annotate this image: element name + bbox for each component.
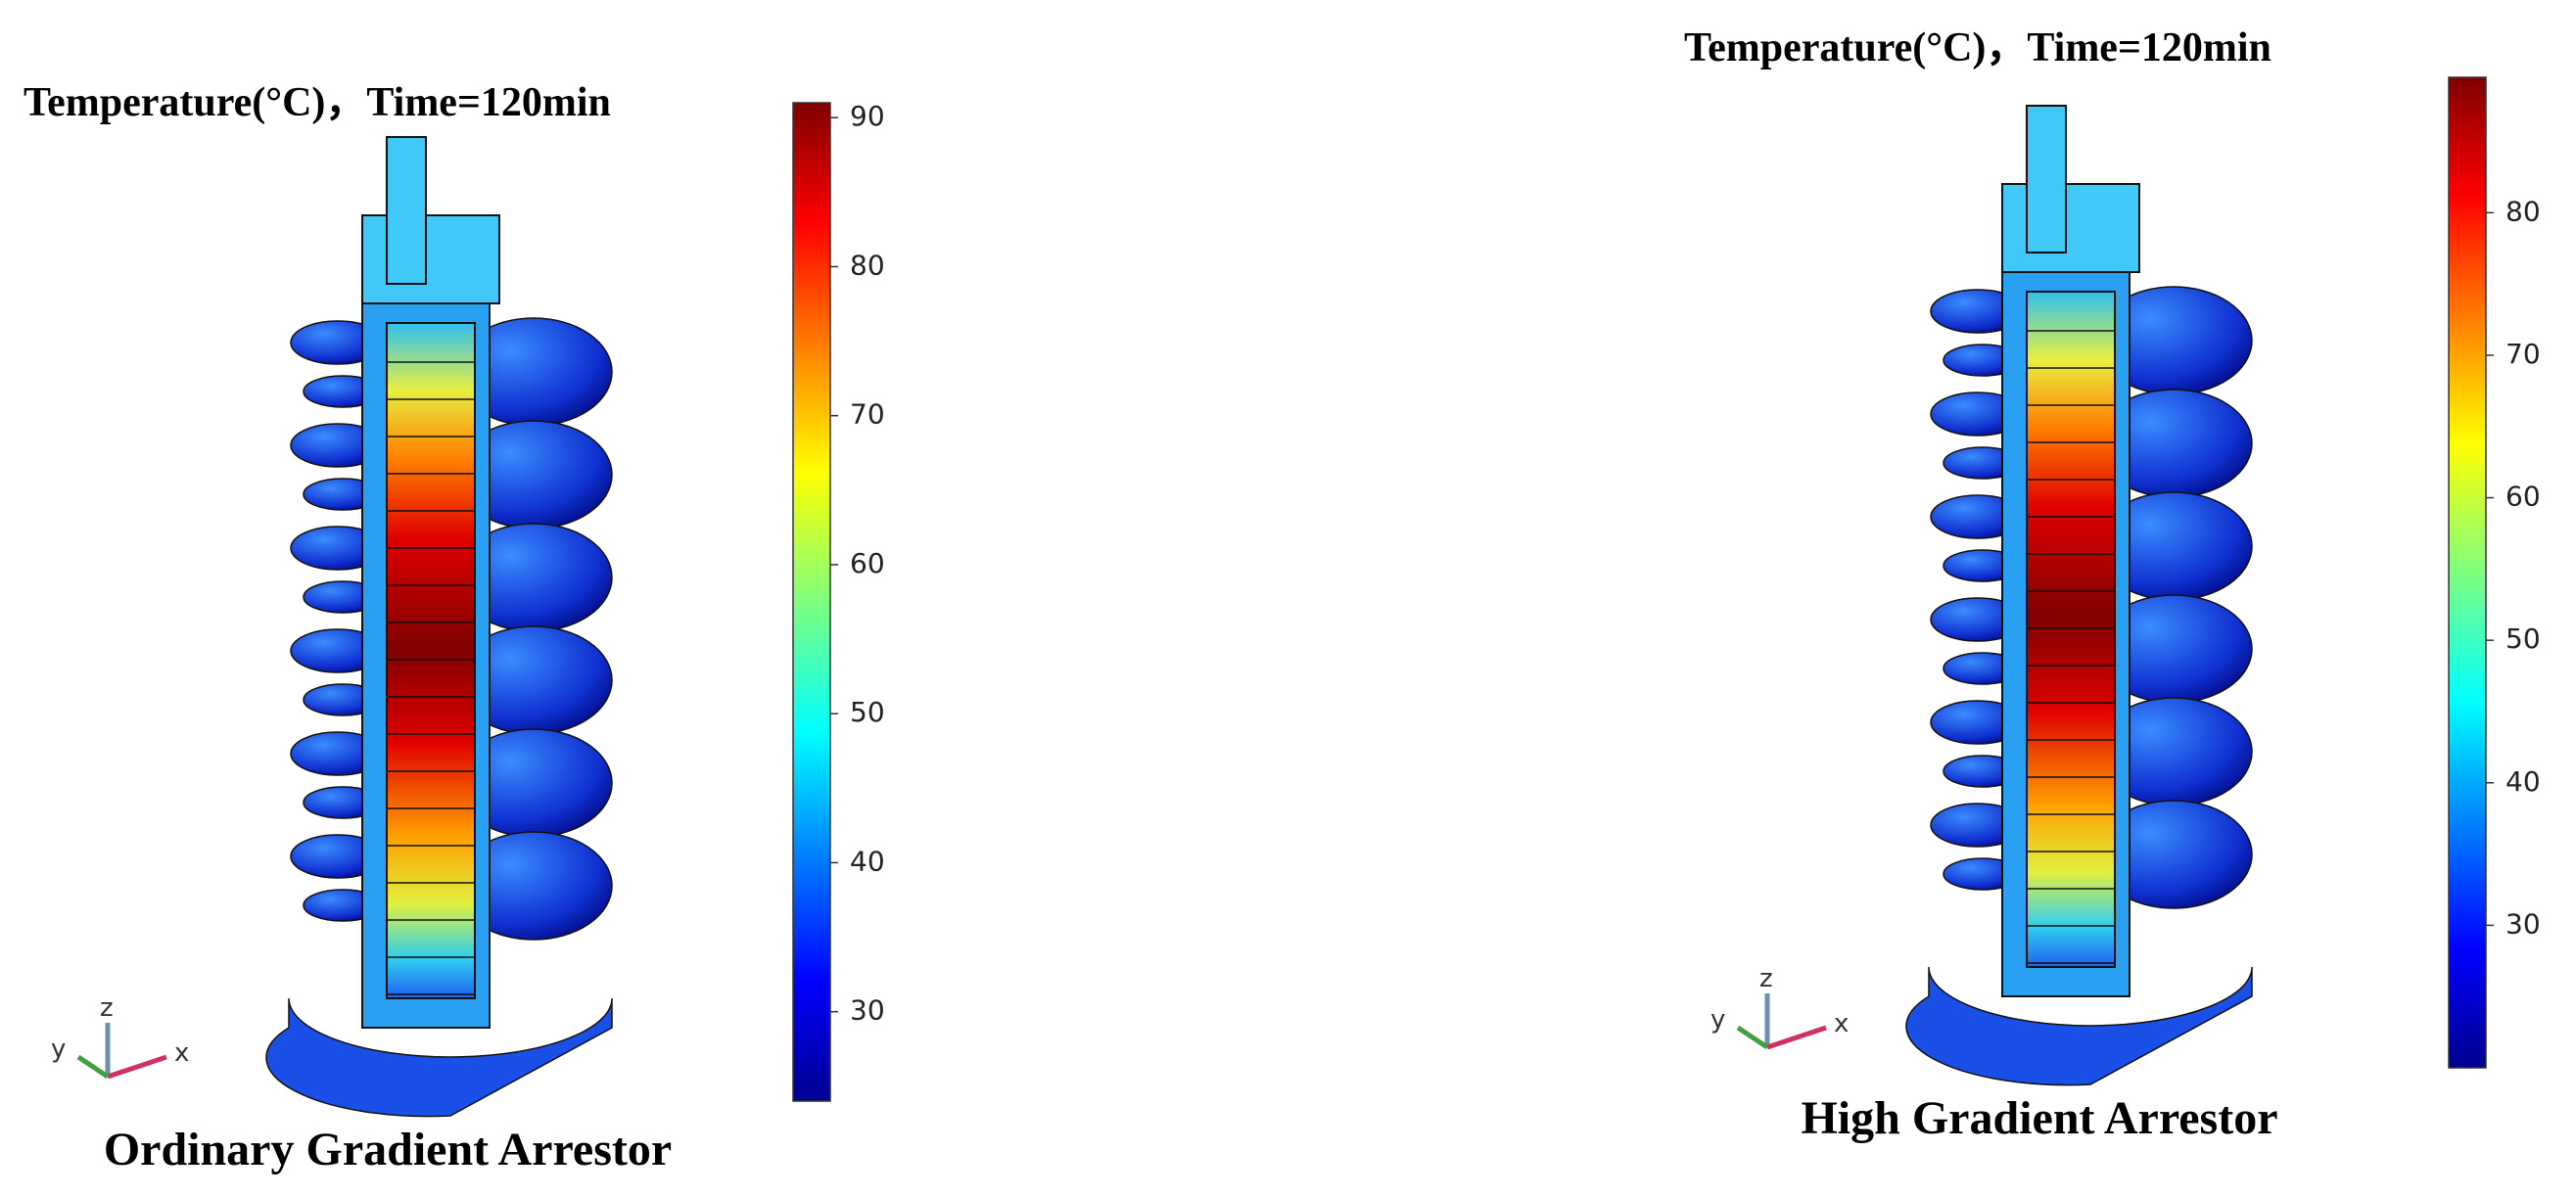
colorbar-tick-label: 60 bbox=[2506, 481, 2541, 513]
triad-label-z: z bbox=[100, 993, 114, 1023]
panel-title: Temperature(°C)，Time=120min bbox=[23, 80, 611, 125]
panel-caption: Ordinary Gradient Arrestor bbox=[104, 1124, 672, 1175]
colorbar-tick-label: 70 bbox=[2506, 338, 2541, 370]
rod bbox=[386, 136, 427, 285]
colorbar bbox=[792, 102, 831, 1102]
colorbar-tick-label: 70 bbox=[850, 398, 885, 431]
base bbox=[1905, 966, 2253, 1086]
cap bbox=[361, 214, 500, 304]
colorbar-tick-label: 80 bbox=[2506, 195, 2541, 227]
cap bbox=[2001, 183, 2140, 273]
core bbox=[2026, 291, 2116, 968]
arrestor-model bbox=[1905, 105, 2253, 1086]
colorbar-tick-label: 30 bbox=[850, 994, 885, 1027]
colorbar-tick-label: 50 bbox=[2506, 622, 2541, 655]
colorbar-tick-label: 30 bbox=[2506, 907, 2541, 940]
core bbox=[386, 322, 476, 999]
triad-label-x: x bbox=[1834, 1009, 1849, 1038]
triad-x bbox=[1766, 1025, 1827, 1050]
colorbar-tick-label: 40 bbox=[2506, 765, 2541, 798]
rod bbox=[2026, 105, 2067, 253]
colorbar-tick-label: 80 bbox=[850, 249, 885, 281]
triad-label-y: y bbox=[1710, 1005, 1725, 1035]
colorbar-tick-label: 90 bbox=[850, 100, 885, 132]
triad-y bbox=[1736, 1025, 1769, 1050]
triad-label-y: y bbox=[51, 1035, 66, 1064]
colorbar-tick-label: 40 bbox=[850, 845, 885, 877]
base bbox=[265, 997, 613, 1118]
colorbar-tick-label: 50 bbox=[850, 696, 885, 728]
triad-y bbox=[76, 1054, 110, 1080]
colorbar bbox=[2448, 76, 2487, 1069]
triad-label-z: z bbox=[1759, 964, 1773, 993]
arrestor-model bbox=[265, 136, 613, 1118]
colorbar-tick-label: 60 bbox=[850, 547, 885, 579]
triad-label-x: x bbox=[174, 1038, 189, 1068]
triad-x bbox=[107, 1054, 167, 1080]
panel-caption: High Gradient Arrestor bbox=[1801, 1092, 2277, 1144]
panel-title: Temperature(°C)，Time=120min bbox=[1684, 25, 2272, 70]
